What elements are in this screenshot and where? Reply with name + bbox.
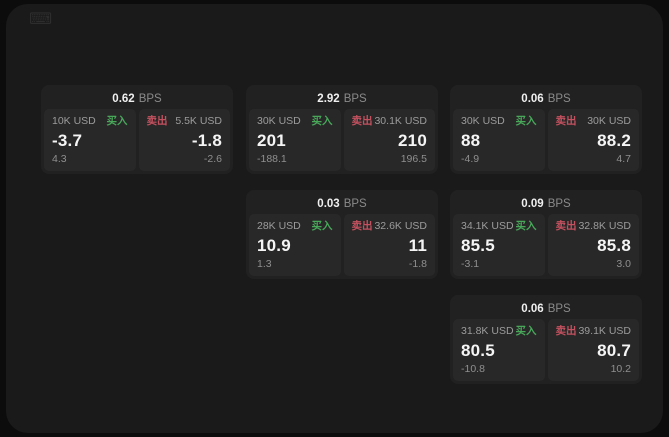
keyboard-icon: ⌨ bbox=[29, 11, 53, 28]
sell-price: 11 bbox=[408, 236, 427, 255]
buy-panel[interactable]: 30K USD 买入 201 -188.1 bbox=[249, 109, 341, 171]
buy-delta: -4.9 bbox=[461, 153, 480, 165]
buy-price: 80.5 bbox=[461, 341, 495, 360]
buy-size-label: 30K USD bbox=[461, 115, 505, 127]
sell-chip: 卖出 bbox=[351, 220, 373, 232]
buy-delta: -10.8 bbox=[461, 363, 485, 375]
buy-chip: 买入 bbox=[311, 220, 333, 232]
sell-chip: 卖出 bbox=[555, 220, 577, 232]
sell-chip: 卖出 bbox=[555, 325, 577, 337]
sell-delta: 10.2 bbox=[610, 363, 631, 375]
buy-chip: 买入 bbox=[311, 115, 333, 127]
sell-panel[interactable]: 卖出 30.1K USD 210 196.5 bbox=[343, 109, 435, 171]
bps-header: 0.09 BPS bbox=[453, 193, 639, 214]
buy-price: 85.5 bbox=[461, 236, 495, 255]
sell-price: 85.8 bbox=[597, 236, 631, 255]
buy-panel[interactable]: 28K USD 买入 10.9 1.3 bbox=[249, 214, 341, 276]
sell-panel[interactable]: 卖出 39.1K USD 80.7 10.2 bbox=[547, 319, 639, 381]
sell-panel[interactable]: 卖出 30K USD 88.2 4.7 bbox=[547, 109, 639, 171]
buy-panel[interactable]: 31.8K USD 买入 80.5 -10.8 bbox=[453, 319, 545, 381]
bps-suffix: BPS bbox=[343, 197, 367, 210]
buy-price: 201 bbox=[257, 131, 286, 150]
quote-card: 0.03 BPS 28K USD 买入 10.9 1.3 卖出 32.6K US… bbox=[246, 190, 438, 279]
sell-delta: 4.7 bbox=[616, 153, 631, 165]
buy-size-label: 34.1K USD bbox=[461, 220, 514, 232]
main-surface: ⌨ 0.62 BPS 10K USD 买入 -3.7 4.3 卖出 5.5K U… bbox=[6, 4, 663, 433]
sell-delta: 196.5 bbox=[400, 153, 427, 165]
buy-size-label: 31.8K USD bbox=[461, 325, 514, 337]
bps-value: 0.09 bbox=[521, 197, 544, 210]
bps-value: 0.06 bbox=[521, 302, 544, 315]
sell-price: -1.8 bbox=[191, 131, 222, 150]
sell-price: 80.7 bbox=[597, 341, 631, 360]
bps-header: 0.06 BPS bbox=[453, 88, 639, 109]
buy-price: 10.9 bbox=[257, 236, 291, 255]
sell-panel[interactable]: 卖出 32.8K USD 85.8 3.0 bbox=[547, 214, 639, 276]
buy-chip: 买入 bbox=[106, 115, 128, 127]
buy-delta: 1.3 bbox=[257, 258, 272, 270]
sell-size-label: 39.1K USD bbox=[578, 325, 631, 337]
bps-header: 0.03 BPS bbox=[249, 193, 435, 214]
buy-size-label: 10K USD bbox=[52, 115, 96, 127]
sell-size-label: 32.8K USD bbox=[578, 220, 631, 232]
sell-chip: 卖出 bbox=[351, 115, 373, 127]
sell-chip: 卖出 bbox=[146, 115, 168, 127]
sell-price: 88.2 bbox=[597, 131, 631, 150]
quote-card: 0.06 BPS 31.8K USD 买入 80.5 -10.8 卖出 39.1… bbox=[450, 295, 642, 384]
bps-header: 0.62 BPS bbox=[44, 88, 230, 109]
buy-panel[interactable]: 34.1K USD 买入 85.5 -3.1 bbox=[453, 214, 545, 276]
buy-chip: 买入 bbox=[515, 220, 537, 232]
buy-chip: 买入 bbox=[515, 115, 537, 127]
bps-value: 2.92 bbox=[317, 92, 340, 105]
sell-panel[interactable]: 卖出 5.5K USD -1.8 -2.6 bbox=[138, 109, 230, 171]
bps-header: 2.92 BPS bbox=[249, 88, 435, 109]
sell-size-label: 32.6K USD bbox=[374, 220, 427, 232]
bps-suffix: BPS bbox=[343, 92, 367, 105]
quote-card: 0.06 BPS 30K USD 买入 88 -4.9 卖出 30K USD 8… bbox=[450, 85, 642, 174]
sell-size-label: 30K USD bbox=[587, 115, 631, 127]
quote-card: 0.62 BPS 10K USD 买入 -3.7 4.3 卖出 5.5K USD… bbox=[41, 85, 233, 174]
buy-price: 88 bbox=[461, 131, 481, 150]
sell-panel[interactable]: 卖出 32.6K USD 11 -1.8 bbox=[343, 214, 435, 276]
buy-panel[interactable]: 30K USD 买入 88 -4.9 bbox=[453, 109, 545, 171]
bps-suffix: BPS bbox=[138, 92, 162, 105]
sell-size-label: 5.5K USD bbox=[175, 115, 222, 127]
buy-delta: -188.1 bbox=[257, 153, 287, 165]
bps-value: 0.06 bbox=[521, 92, 544, 105]
sell-chip: 卖出 bbox=[555, 115, 577, 127]
bps-suffix: BPS bbox=[547, 302, 571, 315]
bps-suffix: BPS bbox=[547, 197, 571, 210]
buy-chip: 买入 bbox=[515, 325, 537, 337]
bps-value: 0.62 bbox=[112, 92, 135, 105]
buy-panel[interactable]: 10K USD 买入 -3.7 4.3 bbox=[44, 109, 136, 171]
bps-value: 0.03 bbox=[317, 197, 340, 210]
buy-size-label: 30K USD bbox=[257, 115, 301, 127]
quote-card: 0.09 BPS 34.1K USD 买入 85.5 -3.1 卖出 32.8K… bbox=[450, 190, 642, 279]
buy-delta: -3.1 bbox=[461, 258, 480, 270]
bps-header: 0.06 BPS bbox=[453, 298, 639, 319]
buy-price: -3.7 bbox=[52, 131, 83, 150]
buy-size-label: 28K USD bbox=[257, 220, 301, 232]
sell-price: 210 bbox=[398, 131, 427, 150]
sell-size-label: 30.1K USD bbox=[374, 115, 427, 127]
sell-delta: 3.0 bbox=[616, 258, 631, 270]
buy-delta: 4.3 bbox=[52, 153, 67, 165]
sell-delta: -2.6 bbox=[203, 153, 222, 165]
quote-card: 2.92 BPS 30K USD 买入 201 -188.1 卖出 30.1K … bbox=[246, 85, 438, 174]
sell-delta: -1.8 bbox=[408, 258, 427, 270]
bps-suffix: BPS bbox=[547, 92, 571, 105]
